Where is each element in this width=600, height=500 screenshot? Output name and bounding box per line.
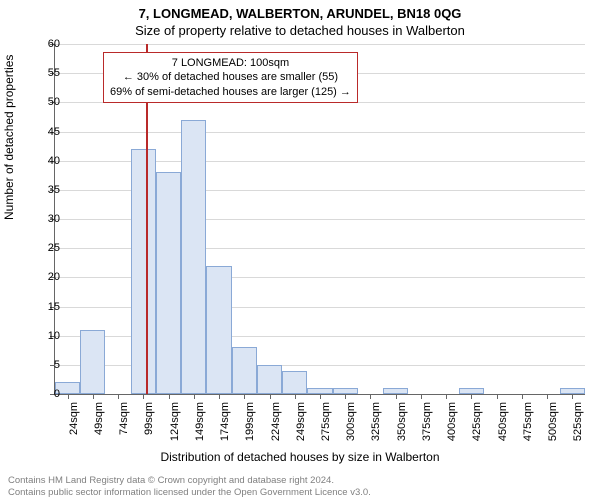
xtick-mark <box>118 394 119 399</box>
xtick-label: 124sqm <box>169 402 181 452</box>
xtick-mark <box>169 394 170 399</box>
ytick-label: 15 <box>30 301 60 313</box>
xtick-mark <box>421 394 422 399</box>
xtick-label: 74sqm <box>118 402 130 452</box>
ytick-label: 0 <box>30 388 60 400</box>
xtick-mark <box>572 394 573 399</box>
gridline <box>55 44 585 45</box>
xtick-label: 400sqm <box>446 402 458 452</box>
ytick-label: 5 <box>30 359 60 371</box>
ytick-label: 40 <box>30 155 60 167</box>
histogram-bar <box>206 266 231 394</box>
ytick-label: 45 <box>30 126 60 138</box>
annotation-box: 7 LONGMEAD: 100sqm← 30% of detached hous… <box>103 52 358 103</box>
histogram-bar <box>282 371 307 394</box>
xtick-mark <box>68 394 69 399</box>
gridline <box>55 132 585 133</box>
ytick-label: 55 <box>30 67 60 79</box>
ytick-label: 60 <box>30 38 60 50</box>
xtick-label: 450sqm <box>497 402 509 452</box>
ytick-label: 20 <box>30 271 60 283</box>
xtick-mark <box>471 394 472 399</box>
xtick-mark <box>320 394 321 399</box>
xtick-label: 149sqm <box>194 402 206 452</box>
xtick-mark <box>345 394 346 399</box>
ytick-label: 10 <box>30 330 60 342</box>
xtick-label: 49sqm <box>93 402 105 452</box>
xtick-mark <box>370 394 371 399</box>
chart-title-main: 7, LONGMEAD, WALBERTON, ARUNDEL, BN18 0Q… <box>0 0 600 21</box>
xtick-label: 249sqm <box>295 402 307 452</box>
xtick-label: 375sqm <box>421 402 433 452</box>
xtick-mark <box>522 394 523 399</box>
xtick-label: 24sqm <box>68 402 80 452</box>
annotation-line1: 7 LONGMEAD: 100sqm <box>110 56 351 70</box>
xtick-label: 99sqm <box>143 402 155 452</box>
xtick-mark <box>219 394 220 399</box>
xtick-mark <box>270 394 271 399</box>
chart-area: 24sqm49sqm74sqm99sqm124sqm149sqm174sqm19… <box>54 44 584 394</box>
xtick-mark <box>446 394 447 399</box>
xtick-label: 174sqm <box>219 402 231 452</box>
xtick-label: 350sqm <box>396 402 408 452</box>
xtick-label: 300sqm <box>345 402 357 452</box>
xtick-label: 525sqm <box>572 402 584 452</box>
xtick-label: 224sqm <box>270 402 282 452</box>
histogram-bar <box>257 365 282 394</box>
xtick-label: 275sqm <box>320 402 332 452</box>
histogram-bar <box>131 149 156 394</box>
xtick-mark <box>547 394 548 399</box>
x-axis-label: Distribution of detached houses by size … <box>0 450 600 464</box>
xtick-mark <box>143 394 144 399</box>
y-axis-label: Number of detached properties <box>2 55 16 220</box>
chart-title-sub: Size of property relative to detached ho… <box>0 21 600 38</box>
xtick-mark <box>194 394 195 399</box>
footer-line1: Contains HM Land Registry data © Crown c… <box>8 475 371 486</box>
xtick-label: 500sqm <box>547 402 559 452</box>
annotation-line2: ← 30% of detached houses are smaller (55… <box>110 70 351 84</box>
xtick-mark <box>244 394 245 399</box>
footer-line2: Contains public sector information licen… <box>8 487 371 498</box>
xtick-label: 425sqm <box>471 402 483 452</box>
ytick-label: 35 <box>30 184 60 196</box>
xtick-mark <box>497 394 498 399</box>
ytick-label: 30 <box>30 213 60 225</box>
histogram-bar <box>156 172 181 394</box>
ytick-label: 25 <box>30 242 60 254</box>
histogram-bar <box>181 120 206 394</box>
histogram-bar <box>80 330 105 394</box>
plot-region: 24sqm49sqm74sqm99sqm124sqm149sqm174sqm19… <box>54 44 585 395</box>
xtick-mark <box>396 394 397 399</box>
xtick-label: 475sqm <box>522 402 534 452</box>
xtick-mark <box>295 394 296 399</box>
xtick-label: 199sqm <box>244 402 256 452</box>
xtick-label: 325sqm <box>370 402 382 452</box>
ytick-label: 50 <box>30 96 60 108</box>
xtick-mark <box>93 394 94 399</box>
annotation-line3: 69% of semi-detached houses are larger (… <box>110 85 351 99</box>
footer-attribution: Contains HM Land Registry data © Crown c… <box>8 475 371 498</box>
histogram-bar <box>232 347 257 394</box>
